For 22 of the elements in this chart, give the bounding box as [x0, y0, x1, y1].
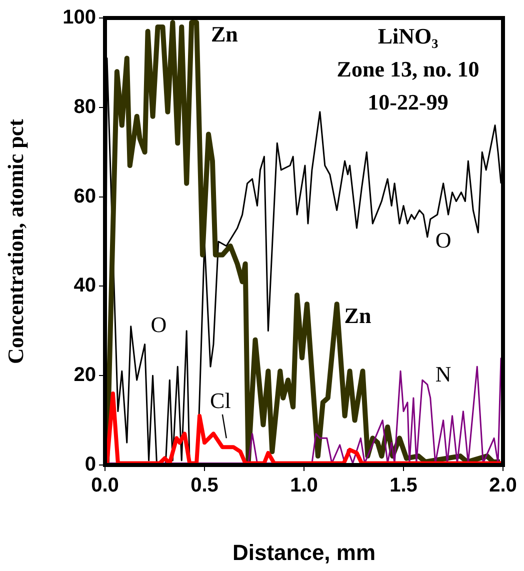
y-axis-title: Concentration, atomic pct [2, 118, 28, 364]
series-label: N [435, 361, 452, 386]
x-tick-label: 0.5 [190, 474, 218, 497]
y-tick-label: 0 [84, 454, 96, 476]
x-tick-label: 1.0 [290, 474, 318, 497]
y-tick-label: 60 [74, 185, 96, 208]
annotation: Zone 13, no. 10 [336, 56, 480, 82]
series-label: Cl [210, 388, 231, 414]
series-label: O [435, 227, 452, 252]
y-tick-label: 20 [74, 364, 96, 386]
series-label: Zn [344, 303, 372, 328]
annotation: LiNO₃ [378, 24, 439, 49]
y-tick-label: 80 [74, 96, 96, 118]
y-tick-label: 40 [74, 274, 96, 297]
text: O [150, 312, 167, 338]
x-tick-label: 2.0 [489, 474, 517, 497]
y-tick-label: 100 [62, 6, 96, 29]
annotation: 10-22-99 [368, 90, 448, 115]
x-axis-title: Distance, mm [232, 540, 376, 565]
x-tick-label: 1.5 [390, 474, 418, 497]
text: Zn [210, 22, 238, 47]
x-tick-label: 0.0 [91, 474, 119, 497]
